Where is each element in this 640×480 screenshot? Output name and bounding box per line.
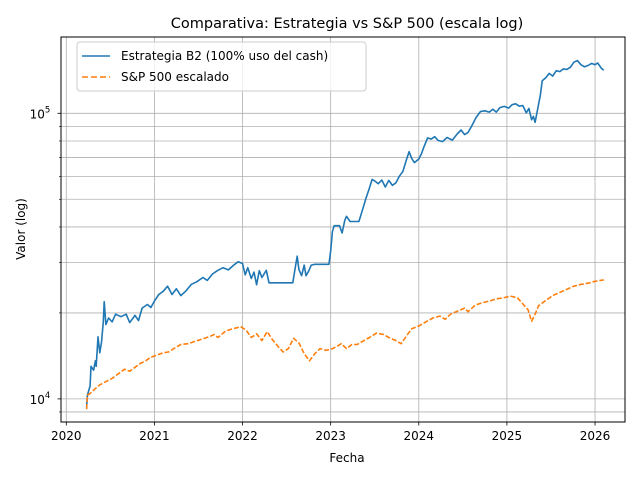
x-tick-label: 2022 [227,429,258,443]
legend-label-sp500: S&P 500 escalado [121,70,229,84]
x-axis-label: Fecha [329,451,364,465]
series-layer [85,59,605,410]
chart-title: Comparativa: Estrategia vs S&P 500 (esca… [171,16,523,32]
series-line-estrategia [85,59,605,407]
series-line-sp500 [85,279,604,410]
x-tick-label: 2025 [492,429,523,443]
legend-box [76,41,367,92]
y-tick-label: 104 [30,391,51,407]
x-tick-label: 2020 [51,429,82,443]
x-tick-label: 2026 [580,429,611,443]
x-tick-label: 2021 [139,429,170,443]
x-tick-label: 2024 [404,429,435,443]
x-tick-label: 2023 [315,429,346,443]
y-axis-label: Valor (log) [14,198,28,260]
legend-label-estrategia: Estrategia B2 (100% uso del cash) [121,49,328,63]
legend: Estrategia B2 (100% uso del cash) S&P 50… [76,41,367,92]
x-axis-ticks: 2020 2021 2022 2023 2024 2025 2026 [51,422,610,443]
y-tick-label: 105 [30,105,51,121]
y-axis-ticks: 104 105 [30,105,61,413]
plot-frame [60,36,626,423]
